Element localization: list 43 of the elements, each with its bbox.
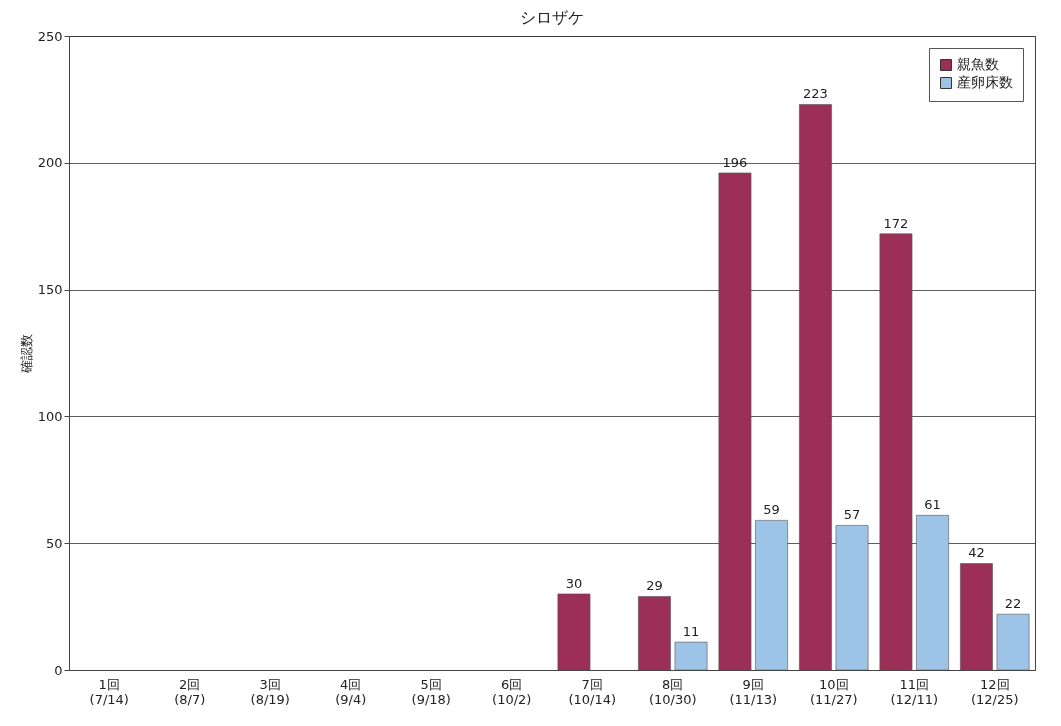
data-label: 42 [968, 545, 985, 561]
bar [960, 563, 993, 671]
x-tick-label: 4回 (9/4) [335, 676, 367, 707]
data-label: 59 [763, 502, 780, 518]
x-tick-label: 6回 (10/2) [492, 676, 532, 707]
y-tick-label: 200 [37, 155, 63, 171]
bar [557, 593, 591, 671]
x-tick-label: 5回 (9/18) [411, 676, 451, 707]
x-tick-label: 12回 (12/25) [970, 676, 1019, 707]
x-tick-label: 10回 (11/27) [809, 676, 858, 707]
y-tick-label: 0 [54, 662, 63, 678]
x-tick-label: 8回 (10/30) [648, 676, 697, 707]
x-tick-label: 2回 (8/7) [174, 676, 206, 707]
y-tick-label: 150 [37, 282, 63, 298]
data-label: 172 [883, 215, 909, 231]
bar [799, 104, 832, 671]
y-axis-title: 確認数 [18, 334, 34, 374]
legend-label: 産卵床数 [957, 74, 1013, 90]
data-label: 11 [682, 624, 700, 640]
bar [718, 172, 752, 671]
x-tick-label: 1回 (7/14) [89, 676, 129, 707]
data-label: 223 [803, 86, 828, 102]
bar [835, 525, 869, 671]
data-label: 61 [924, 497, 941, 513]
y-tick-label: 250 [37, 28, 63, 44]
data-label: 30 [565, 575, 583, 591]
y-tick-label: 100 [37, 408, 63, 424]
bar [674, 641, 708, 671]
chart-title: シロザケ [520, 8, 584, 27]
x-tick-label: 3回 (8/19) [250, 676, 290, 707]
bar [996, 613, 1030, 671]
data-label: 22 [1004, 596, 1022, 612]
bar [879, 233, 913, 671]
bar [638, 596, 671, 671]
x-tick-label: 11回 (12/11) [890, 676, 939, 707]
x-tick-label: 9回 (11/13) [729, 676, 778, 707]
data-label: 57 [843, 507, 861, 523]
legend-label: 親魚数 [957, 56, 999, 72]
bar [916, 515, 949, 671]
y-tick-label: 50 [45, 535, 63, 551]
bar [755, 520, 788, 671]
x-tick-label: 7回 (10/14) [568, 676, 617, 707]
data-label: 29 [646, 578, 663, 594]
